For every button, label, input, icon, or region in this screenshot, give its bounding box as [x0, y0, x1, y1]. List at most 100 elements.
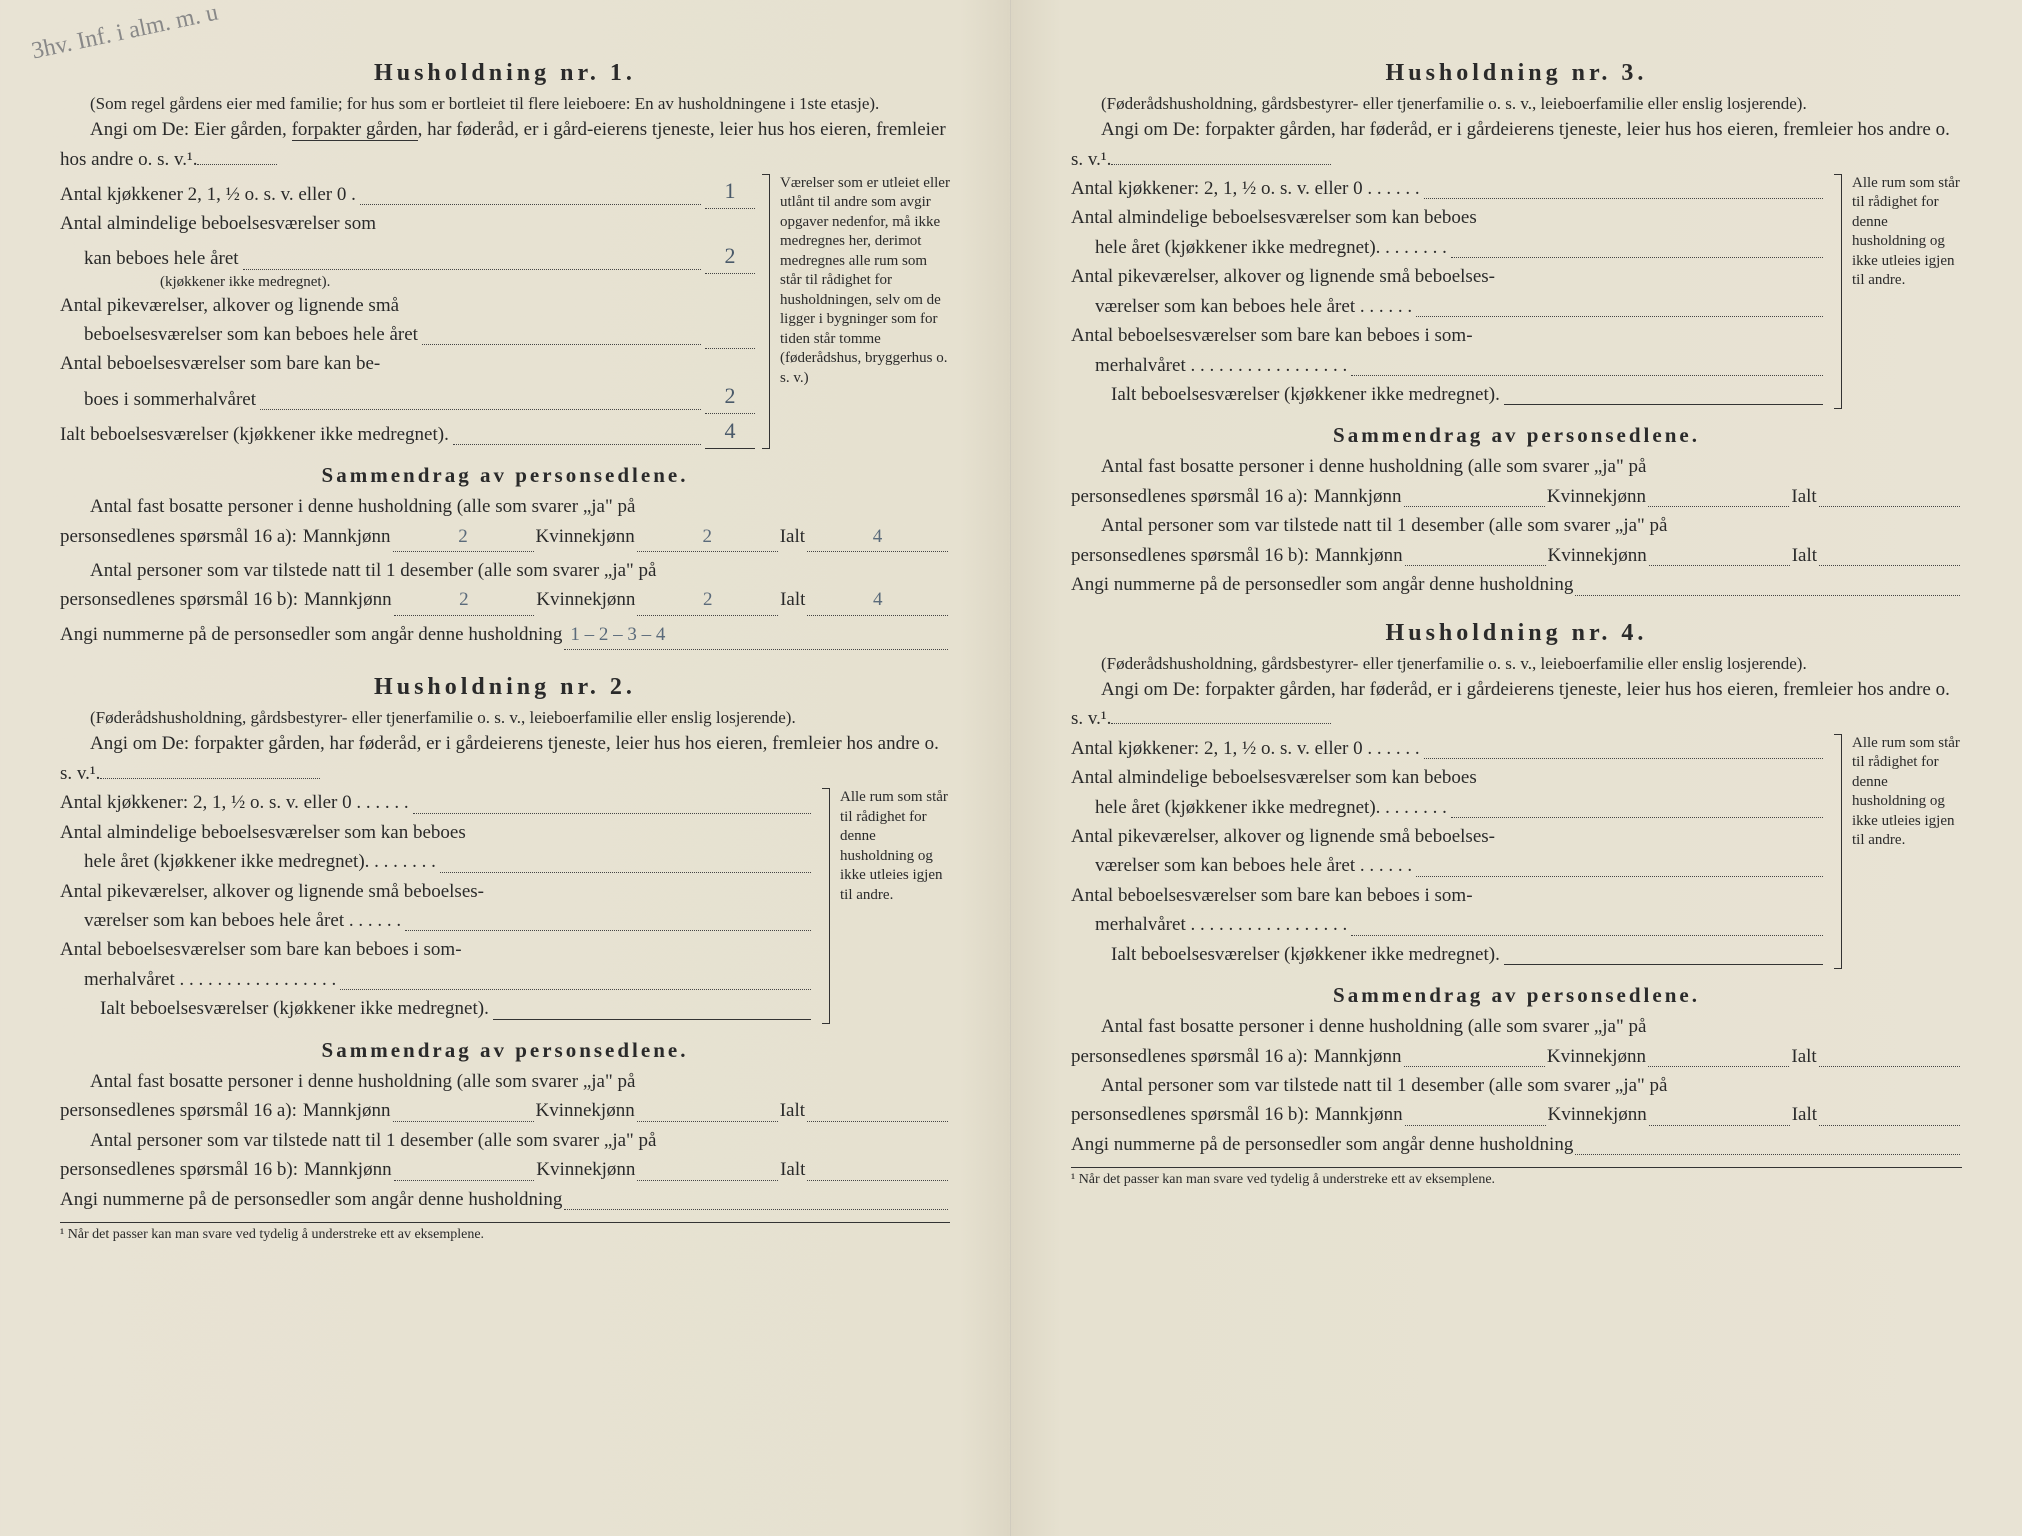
hh1-summer-a: Antal beboelsesværelser som bare kan be-	[60, 349, 755, 378]
fill	[340, 989, 811, 990]
k: Kvinnekjønn	[536, 1155, 635, 1184]
r: Angi nummerne på de personsedler som ang…	[1071, 570, 1962, 599]
f	[393, 1096, 534, 1121]
l: værelser som kan beboes hele året . . . …	[60, 906, 401, 935]
f	[1504, 964, 1823, 965]
r: hele året (kjøkkener ikke medregnet). . …	[1071, 793, 1827, 822]
hh1-ordinary-b: kan beboes hele året	[60, 244, 239, 273]
hh2-sum-a: Antal beboelsesværelser som bare kan beb…	[60, 935, 815, 964]
hh1-rooms-main: Antal kjøkkener 2, 1, ½ o. s. v. eller 0…	[60, 174, 755, 449]
fill	[360, 204, 701, 205]
hh2-ord-a: Antal almindelige beboelsesværelser som …	[60, 818, 815, 847]
hh2-kitchens: Antal kjøkkener: 2, 1, ½ o. s. v. eller …	[60, 788, 815, 817]
f	[1351, 375, 1823, 376]
t: personsedlenes spørsmål 16 a):	[60, 522, 297, 556]
hh1-maids-row: beboelsesværelser som kan beboes hele år…	[60, 320, 755, 349]
r: merhalvåret . . . . . . . . . . . . . . …	[1071, 351, 1827, 380]
hh2-s1a: Antal fast bosatte personer i denne hush…	[60, 1067, 950, 1096]
hh1-summer-row: boes i sommerhalvåret 2	[60, 379, 755, 414]
k: Kvinnekjønn	[1547, 1042, 1646, 1071]
hh1-total-label: Ialt beboelsesværelser (kjøkkener ikke m…	[60, 420, 449, 449]
t: personsedlenes spørsmål 16 a):	[60, 1096, 297, 1125]
hh3-aside: Alle rum som står til rådighet for denne…	[1841, 174, 1962, 410]
hh1-subnote: (Som regel gårdens eier med familie; for…	[60, 93, 950, 115]
hh1-angi-fill	[197, 164, 277, 165]
i: Ialt	[780, 1155, 805, 1184]
hh2-rooms-block: Antal kjøkkener: 2, 1, ½ o. s. v. eller …	[60, 788, 950, 1024]
hh1-kitchens-row: Antal kjøkkener 2, 1, ½ o. s. v. eller 0…	[60, 174, 755, 209]
fill	[260, 409, 701, 410]
hh1-title: Husholdning nr. 1.	[60, 60, 950, 87]
k-label: Kvinnekjønn	[536, 585, 635, 619]
hh1-angi-underlined: forpakter gården	[292, 119, 418, 141]
r: Antal kjøkkener: 2, 1, ½ o. s. v. eller …	[1071, 734, 1827, 763]
i: Ialt	[1792, 541, 1817, 570]
hh2-s2a: Antal personer som var tilstede natt til…	[60, 1126, 950, 1155]
hh2-subnote: (Føderådshusholdning, gårdsbestyrer- ell…	[60, 707, 950, 729]
hh2-maids-a: Antal pikeværelser, alkover og lignende …	[60, 877, 815, 906]
f	[1351, 935, 1823, 936]
l: hele året (kjøkkener ikke medregnet). . …	[1071, 793, 1447, 822]
r: Ialt beboelsesværelser (kjøkkener ikke m…	[1071, 380, 1827, 409]
l: hele året (kjøkkener ikke medregnet). . …	[60, 847, 436, 876]
l: Angi nummerne på de personsedler som ang…	[1071, 1130, 1573, 1159]
m-label: Mannkjønn	[304, 585, 392, 619]
page-right: Husholdning nr. 3. (Føderådshusholdning,…	[1011, 0, 2022, 1536]
t: personsedlenes spørsmål 16 a):	[1071, 482, 1308, 511]
k: Kvinnekjønn	[536, 1096, 635, 1125]
t: personsedlenes spørsmål 16 a):	[1071, 1042, 1308, 1071]
r: merhalvåret . . . . . . . . . . . . . . …	[1071, 910, 1827, 939]
r: Antal personer som var tilstede natt til…	[1071, 511, 1962, 540]
l: merhalvåret . . . . . . . . . . . . . . …	[1071, 351, 1347, 380]
fill	[405, 930, 811, 931]
f	[1648, 482, 1789, 507]
l: hele året (kjøkkener ikke medregnet). . …	[1071, 233, 1447, 262]
hh2-ord-b: hele året (kjøkkener ikke medregnet). . …	[60, 847, 815, 876]
hh3-angi: Angi om De: forpakter gården, har føderå…	[1071, 115, 1962, 174]
l: Antal kjøkkener: 2, 1, ½ o. s. v. eller …	[60, 788, 409, 817]
hh3-rooms-main: Antal kjøkkener: 2, 1, ½ o. s. v. eller …	[1071, 174, 1827, 410]
i-label: Ialt	[780, 522, 805, 556]
hh1-sum1a: Antal fast bosatte personer i denne hush…	[60, 492, 950, 521]
r: Antal fast bosatte personer i denne hush…	[1071, 452, 1962, 481]
r: Antal beboelsesværelser som bare kan beb…	[1071, 881, 1827, 910]
m: Mannkjønn	[1314, 1042, 1402, 1071]
hh4-subnote: (Føderådshusholdning, gårdsbestyrer- ell…	[1071, 653, 1962, 675]
hh2-total: Ialt beboelsesværelser (kjøkkener ikke m…	[60, 994, 815, 1023]
l: merhalvåret . . . . . . . . . . . . . . …	[60, 965, 336, 994]
f	[1416, 876, 1823, 877]
hh1-summer-val: 2	[705, 379, 755, 414]
i: Ialt	[1791, 482, 1816, 511]
f	[1648, 1042, 1789, 1067]
hh1-k1: 2	[637, 522, 778, 552]
hh2-rooms-main: Antal kjøkkener: 2, 1, ½ o. s. v. eller …	[60, 788, 815, 1024]
r: personsedlenes spørsmål 16 b): Mannkjønn…	[1071, 1100, 1962, 1129]
fill	[422, 344, 701, 345]
hh1-nums-label: Angi nummerne på de personsedler som ang…	[60, 620, 562, 654]
l: merhalvåret . . . . . . . . . . . . . . …	[1071, 910, 1347, 939]
hh1-i1: 4	[807, 522, 948, 552]
hh1-m2: 2	[394, 585, 535, 615]
hh2-s1b: personsedlenes spørsmål 16 a): Mannkjønn…	[60, 1096, 950, 1125]
hh1-maids-val	[705, 348, 755, 349]
hh1-total-val: 4	[705, 414, 755, 449]
hh4-summary-title: Sammendrag av personsedlene.	[1071, 983, 1962, 1008]
hh4-title: Husholdning nr. 4.	[1071, 620, 1962, 647]
f	[394, 1155, 535, 1180]
hh1-ordinary-a: Antal almindelige beboelsesværelser som	[60, 209, 755, 238]
f	[1819, 1100, 1960, 1125]
hh1-nums-row: Angi nummerne på de personsedler som ang…	[60, 620, 950, 654]
r: personsedlenes spørsmål 16 b): Mannkjønn…	[1071, 541, 1962, 570]
f	[1504, 404, 1823, 405]
f	[1819, 541, 1960, 566]
f	[1416, 316, 1823, 317]
hh1-summary-title: Sammendrag av personsedlene.	[60, 463, 950, 488]
hh2-maids-b: værelser som kan beboes hele året . . . …	[60, 906, 815, 935]
l: Ialt beboelsesværelser (kjøkkener ikke m…	[60, 994, 489, 1023]
f	[637, 1096, 778, 1121]
l: Ialt beboelsesværelser (kjøkkener ikke m…	[1071, 940, 1500, 969]
page-left: 3hv. Inf. i alm. m. u Husholdning nr. 1.…	[0, 0, 1011, 1536]
f	[1424, 758, 1823, 759]
f	[1451, 817, 1823, 818]
r: Antal almindelige beboelsesværelser som …	[1071, 763, 1827, 792]
